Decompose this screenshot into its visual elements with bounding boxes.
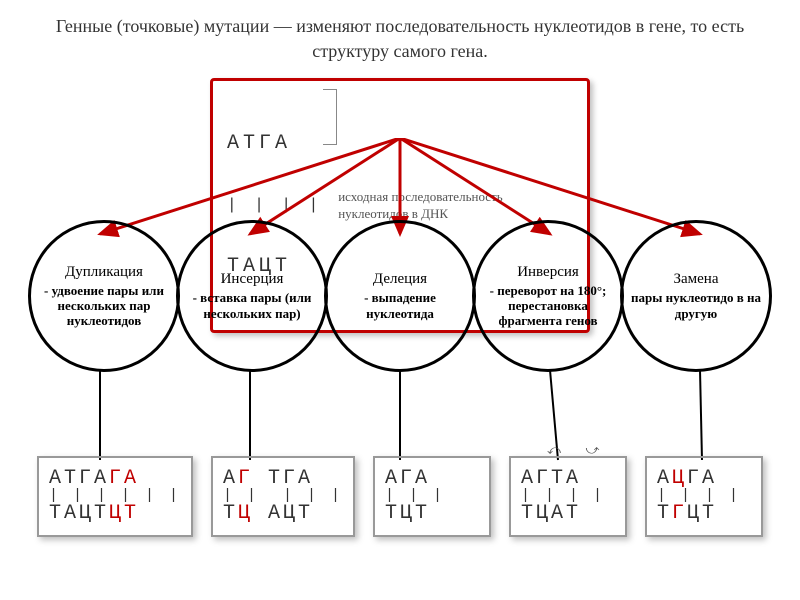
circle-desc: - переворот на 180°; перестановка фрагме… — [483, 283, 613, 329]
circle-desc: пары нуклеотидо в на другую — [631, 290, 761, 321]
mutation-circle-2: Делеция - выпадение нуклеотида — [324, 220, 476, 372]
results-row: АТГАГА| | | | | |ТАЦТЦТАГ ТГА| | | | |ТЦ… — [0, 456, 800, 537]
circle-title: Замена — [673, 271, 718, 288]
result-box-1: АГ ТГА| | | | |ТЦ АЦТ — [211, 456, 355, 537]
result-bottom: ТГЦТ — [657, 503, 751, 525]
bracket-icon — [323, 89, 337, 145]
result-bonds: | | | — [385, 490, 479, 503]
mutation-circle-0: Дупликация - удвоение пары или нескольких… — [28, 220, 180, 372]
mutation-circle-4: Замена пары нуклеотидо в на другую — [620, 220, 772, 372]
seq-bonds: | | | | — [227, 199, 322, 212]
result-box-3: ⤺ ⤻АГТА| | | |ТЦАТ — [509, 456, 627, 537]
page-title: Генные (точковые) мутации — изменяют пос… — [0, 0, 800, 68]
result-box-4: АЦГА| | | |ТГЦТ — [645, 456, 763, 537]
result-bottom: ТАЦТЦТ — [49, 503, 181, 525]
circles-row: Дупликация - удвоение пары или нескольких… — [0, 220, 800, 372]
result-bottom: ТЦТ — [385, 503, 479, 525]
result-bottom: ТЦ АЦТ — [223, 503, 343, 525]
circle-title: Инверсия — [517, 264, 579, 281]
result-bonds: | | | | — [521, 490, 615, 503]
seq-top: АТГА — [227, 133, 322, 155]
result-bottom: ТЦАТ — [521, 503, 615, 525]
source-label: исходная последовательность нуклеотидов … — [338, 189, 573, 223]
circle-desc: - выпадение нуклеотида — [335, 290, 465, 321]
swap-arrows-icon: ⤺ ⤻ — [547, 444, 602, 458]
circle-title: Инсерция — [221, 271, 284, 288]
result-box-0: АТГАГА| | | | | |ТАЦТЦТ — [37, 456, 193, 537]
result-box-2: АГА| | |ТЦТ — [373, 456, 491, 537]
circle-desc: - удвоение пары или нескольких пар нукле… — [39, 283, 169, 329]
mutation-circle-1: Инсерция - вставка пары (или нескольких п… — [176, 220, 328, 372]
circle-title: Дупликация — [65, 264, 143, 281]
mutation-circle-3: Инверсия - переворот на 180°; перестановк… — [472, 220, 624, 372]
connectors-svg — [0, 370, 800, 470]
circle-desc: - вставка пары (или нескольких пар) — [187, 290, 317, 321]
circle-title: Делеция — [373, 271, 427, 288]
